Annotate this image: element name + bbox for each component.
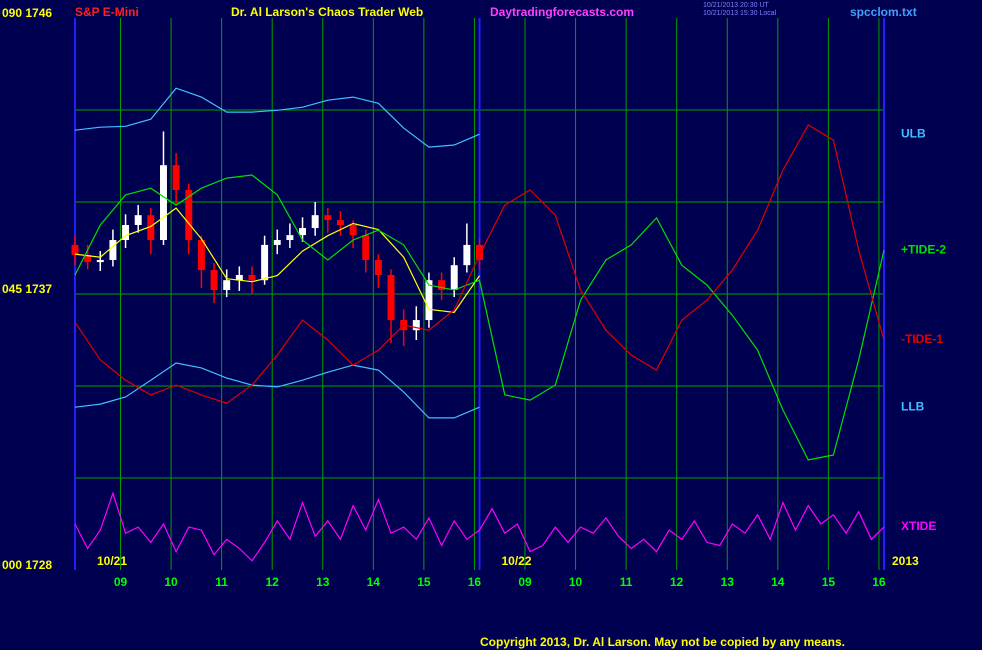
- x-tick-label: 12: [266, 575, 280, 589]
- x-tick-label: 15: [417, 575, 431, 589]
- x-tick-label: 13: [721, 575, 735, 589]
- series-label: ULB: [901, 126, 926, 140]
- candle-body: [248, 274, 256, 281]
- series-line: [74, 491, 885, 562]
- candle-body: [223, 280, 231, 291]
- candle-body: [299, 228, 307, 236]
- x-tick-label: 16: [872, 575, 886, 589]
- series-label: LLB: [901, 399, 925, 413]
- series-label: XTIDE: [901, 519, 936, 533]
- x-tick-label: 10: [569, 575, 583, 589]
- candle-body: [147, 215, 155, 241]
- candle-body: [134, 215, 142, 225]
- instrument: S&P E-Mini: [75, 5, 139, 19]
- plot: [71, 87, 885, 562]
- grid: [74, 18, 885, 570]
- candle-body: [450, 265, 458, 291]
- x-tick-label: 12: [670, 575, 684, 589]
- candle-body: [96, 259, 104, 263]
- series-line: [74, 87, 480, 148]
- x-tick-label: 15: [822, 575, 836, 589]
- candle-body: [412, 320, 420, 331]
- x-tick-label: 14: [367, 575, 381, 589]
- candle-body: [311, 215, 319, 229]
- candle-body: [235, 274, 243, 281]
- timestamp-ut: 10/21/2013 20:30 UT: [703, 2, 769, 9]
- y-tick-label: 045 1737: [2, 282, 52, 296]
- x-tick-label: 11: [215, 575, 228, 589]
- candle-body: [109, 240, 117, 260]
- year-label: 2013: [892, 554, 919, 568]
- candle-body: [71, 244, 79, 256]
- series-line: [74, 174, 885, 461]
- candle-body: [185, 190, 193, 241]
- x-tick-label: 09: [114, 575, 128, 589]
- candle-body: [324, 215, 332, 221]
- candle-body: [261, 244, 269, 281]
- candle-body: [387, 274, 395, 321]
- x-tick-label: 09: [518, 575, 532, 589]
- x-tick-label: 14: [771, 575, 785, 589]
- series-line: [74, 124, 885, 404]
- candle-body: [286, 235, 294, 241]
- candle-body: [438, 280, 446, 291]
- candle-body: [476, 244, 483, 260]
- candle-body: [463, 244, 471, 266]
- candle-body: [336, 220, 344, 225]
- candle-body: [172, 165, 180, 191]
- candle-body: [362, 235, 370, 260]
- candle-body: [122, 225, 130, 241]
- website: Daytradingforecasts.com: [490, 5, 634, 19]
- candle-body: [273, 240, 281, 245]
- y-tick-label: 000 1728: [2, 558, 52, 572]
- x-tick-label: 11: [620, 575, 633, 589]
- chart-title: Dr. Al Larson's Chaos Trader Web: [231, 5, 423, 19]
- x-tick-label: 16: [468, 575, 482, 589]
- series-line: [74, 207, 480, 314]
- x-tick-label: 13: [316, 575, 330, 589]
- candle-body: [374, 259, 382, 275]
- candle-body: [84, 255, 92, 263]
- series-label: -TIDE-1: [901, 332, 943, 346]
- series-label: +TIDE-2: [901, 242, 946, 256]
- candle-body: [210, 270, 218, 291]
- copyright: Copyright 2013, Dr. Al Larson. May not b…: [480, 635, 845, 649]
- x-tick-label: 10: [164, 575, 178, 589]
- file-name: spcclom.txt: [850, 5, 917, 19]
- y-tick-label: 090 1746: [2, 6, 52, 20]
- candle-body: [425, 280, 433, 321]
- series-line: [74, 362, 480, 419]
- day-label: 10/21: [97, 554, 127, 568]
- timestamp-local: 10/21/2013 15:30 Local: [703, 10, 777, 17]
- day-label: 10/22: [502, 554, 532, 568]
- candle-body: [160, 165, 167, 241]
- candle-body: [197, 240, 205, 271]
- candle-body: [349, 225, 357, 236]
